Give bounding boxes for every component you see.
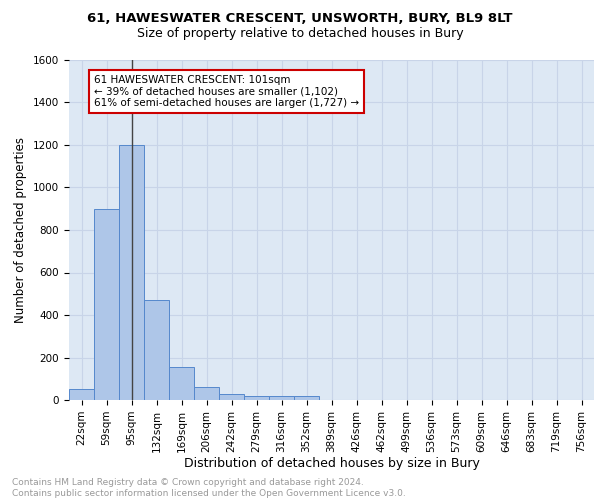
Bar — [94, 208, 119, 400]
X-axis label: Distribution of detached houses by size in Bury: Distribution of detached houses by size … — [184, 458, 479, 470]
Bar — [69, 390, 94, 400]
Bar — [269, 396, 294, 400]
Bar — [294, 396, 319, 400]
Text: 61 HAWESWATER CRESCENT: 101sqm
← 39% of detached houses are smaller (1,102)
61% : 61 HAWESWATER CRESCENT: 101sqm ← 39% of … — [94, 75, 359, 108]
Bar — [244, 396, 269, 400]
Bar — [219, 394, 244, 400]
Text: 61, HAWESWATER CRESCENT, UNSWORTH, BURY, BL9 8LT: 61, HAWESWATER CRESCENT, UNSWORTH, BURY,… — [87, 12, 513, 26]
Text: Size of property relative to detached houses in Bury: Size of property relative to detached ho… — [137, 28, 463, 40]
Bar — [119, 145, 144, 400]
Bar — [169, 367, 194, 400]
Bar — [144, 300, 169, 400]
Y-axis label: Number of detached properties: Number of detached properties — [14, 137, 28, 323]
Text: Contains HM Land Registry data © Crown copyright and database right 2024.
Contai: Contains HM Land Registry data © Crown c… — [12, 478, 406, 498]
Bar — [194, 387, 219, 400]
